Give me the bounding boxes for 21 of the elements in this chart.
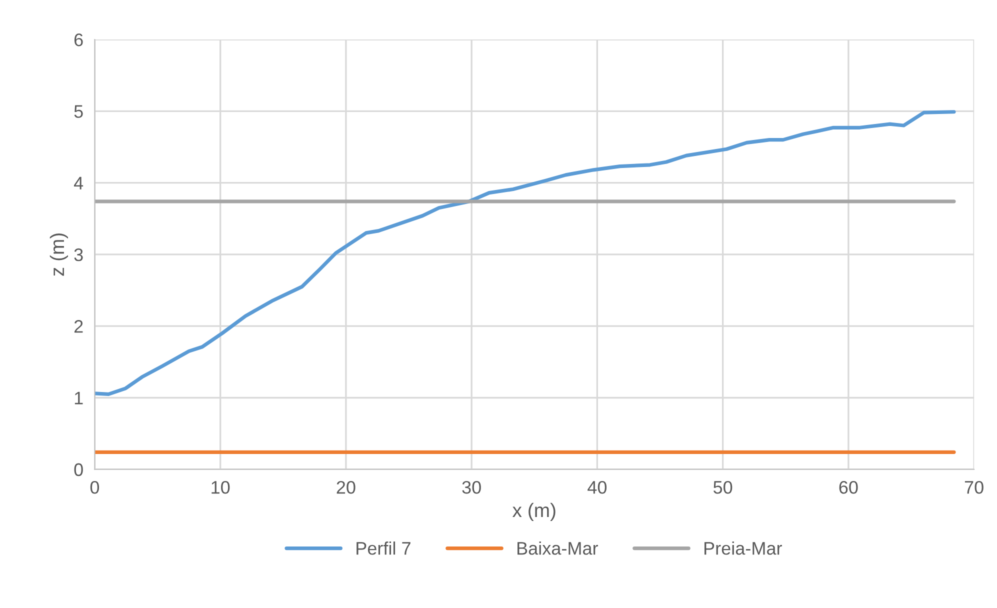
x-tick-label: 70 xyxy=(964,480,984,494)
y-axis-title: z (m) xyxy=(50,234,68,276)
y-tick-label: 0 xyxy=(74,463,83,476)
y-tick-label: 1 xyxy=(74,392,83,404)
y-tick-label: 2 xyxy=(74,320,83,333)
x-tick-label: 50 xyxy=(714,480,732,494)
y-tick-label: 3 xyxy=(74,248,83,262)
x-tick-label: 0 xyxy=(90,480,100,494)
line-series xyxy=(94,110,956,396)
y-tick-label: 4 xyxy=(74,176,84,190)
x-tick-label: 40 xyxy=(588,480,607,494)
y-tick-label: 6 xyxy=(74,33,83,46)
legend-label: Perfil 7 xyxy=(356,542,410,555)
x-tick-label: 10 xyxy=(212,480,230,494)
y-tick-label: 5 xyxy=(74,105,83,118)
legend-label: Baixa-Mar xyxy=(518,542,598,555)
x-axis-title: x (m) xyxy=(512,502,556,521)
legend-label: Preia-Mar xyxy=(704,542,782,555)
x-tick-label: 20 xyxy=(336,480,356,494)
x-tick-label: 60 xyxy=(839,480,858,494)
x-tick-label: 30 xyxy=(462,480,481,494)
